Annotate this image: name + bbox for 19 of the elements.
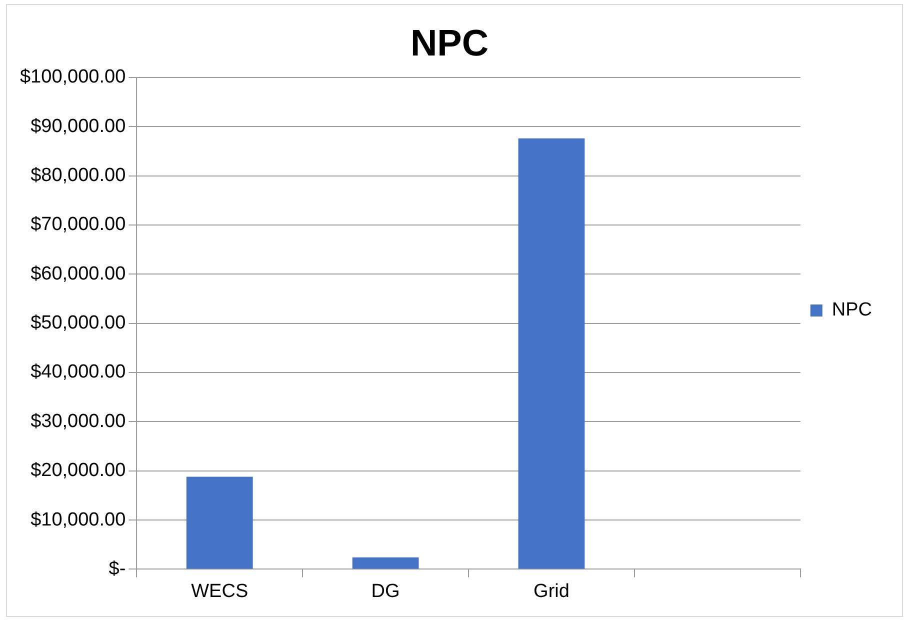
chart-title: NPC xyxy=(410,22,489,64)
y-tick-label: $100,000.00 xyxy=(20,66,126,88)
y-tick-label: $10,000.00 xyxy=(30,509,126,530)
y-tick-label: $50,000.00 xyxy=(30,312,126,334)
y-tick-label: $70,000.00 xyxy=(30,214,126,236)
y-tick-label: $80,000.00 xyxy=(30,164,126,186)
bar xyxy=(518,138,585,569)
x-tick-label: DG xyxy=(371,580,400,602)
y-tick-label: $20,000.00 xyxy=(30,460,126,482)
y-tick-label: $40,000.00 xyxy=(30,362,126,383)
bar xyxy=(352,557,419,569)
x-tick-label: Grid xyxy=(534,580,570,602)
bar xyxy=(186,476,253,569)
y-tick-label: $60,000.00 xyxy=(30,263,126,284)
x-tick-label: WECS xyxy=(191,580,248,602)
y-tick-label: $90,000.00 xyxy=(30,116,126,137)
y-tick-label: $30,000.00 xyxy=(30,410,126,432)
y-tick-label: $- xyxy=(108,558,126,580)
legend-label: NPC xyxy=(832,300,872,321)
